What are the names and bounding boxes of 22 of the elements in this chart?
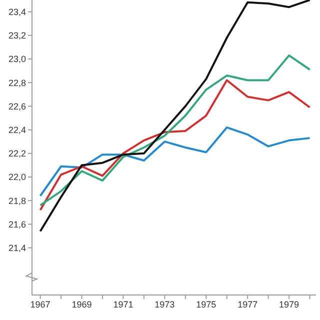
y-tick-label: 22,6	[8, 101, 26, 112]
x-tick-label: 1967	[30, 299, 50, 310]
y-tick-label: 23,4	[8, 6, 26, 17]
y-tick-label: 21,8	[8, 196, 26, 206]
x-tick-label: 1973	[154, 299, 175, 310]
y-tick-label: 21,4	[8, 242, 26, 253]
x-tick-label: 1971	[113, 299, 134, 310]
y-tick-label: 23,2	[8, 30, 26, 41]
y-tick-label: 22,2	[8, 148, 26, 159]
y-tick-label: 23,0	[8, 54, 26, 64]
y-tick-label: 21,6	[8, 219, 26, 230]
y-tick-label: 22,0	[8, 172, 26, 182]
y-tick-label: 22,8	[8, 78, 26, 88]
line-series	[39, 0, 311, 232]
line-series	[39, 54, 311, 206]
y-tick-label: 22,4	[8, 124, 26, 135]
x-tick-label: 1975	[196, 299, 216, 310]
line-series	[39, 126, 311, 197]
line-series	[39, 79, 311, 212]
x-tick-label: 1977	[238, 299, 258, 310]
x-tick-label: 1979	[279, 299, 300, 310]
x-tick-label: 1969	[72, 299, 92, 310]
